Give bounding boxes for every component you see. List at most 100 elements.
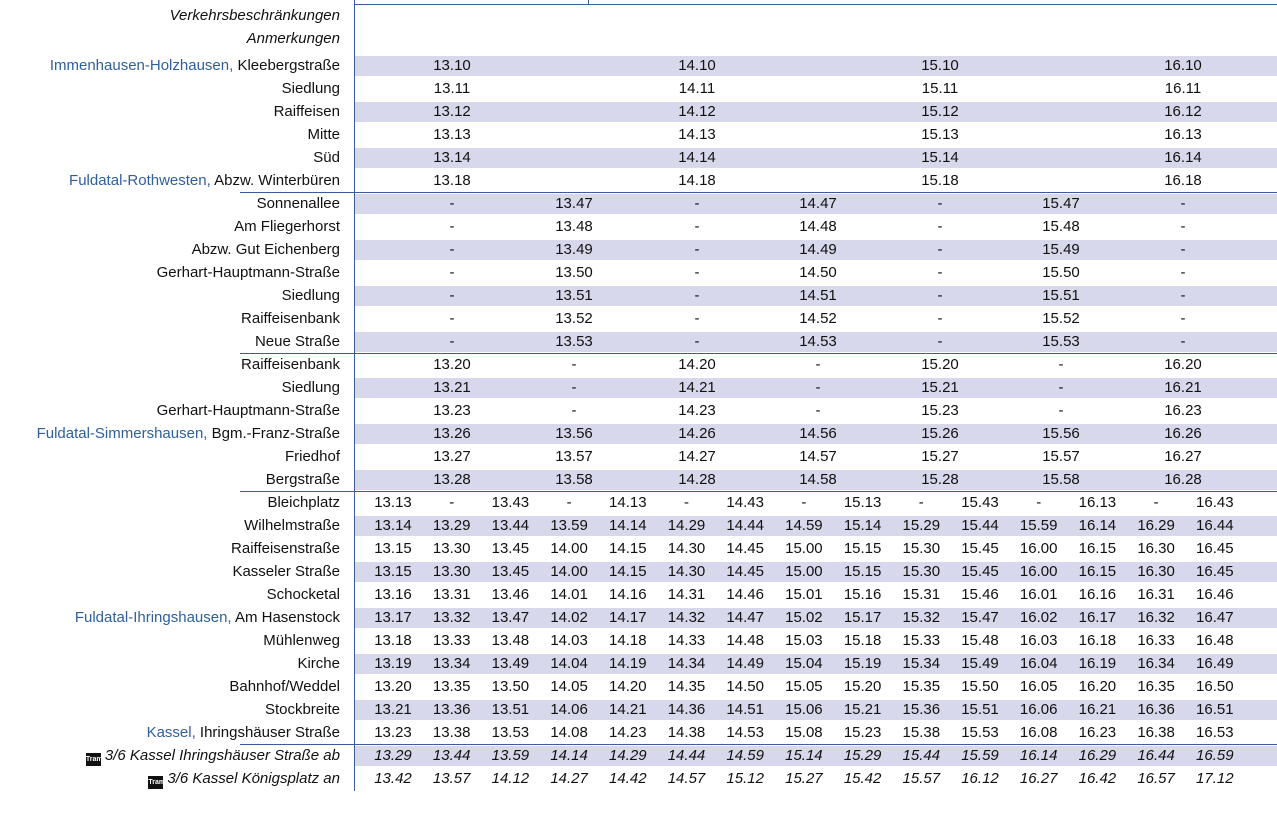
time-cell: - — [918, 494, 924, 511]
time-cell: 15.18 — [843, 632, 882, 649]
time-cell: 13.51 — [555, 287, 593, 304]
time-cell: - — [937, 287, 943, 304]
time-cell: 15.59 — [961, 747, 999, 764]
time-cell: 16.59 — [1196, 747, 1234, 764]
time-cell: 16.18 — [1078, 632, 1117, 649]
stop-name: Raiffeisen — [273, 103, 340, 120]
stop-label: Kirche — [297, 655, 340, 673]
section-rule — [240, 353, 1277, 354]
time-cell: 16.03 — [1019, 632, 1058, 649]
time-cell: 15.42 — [843, 770, 882, 787]
time-cell: 16.36 — [1137, 701, 1175, 718]
time-cell: - — [694, 287, 700, 304]
time-cell: 14.42 — [609, 770, 647, 787]
time-cell: 16.57 — [1137, 770, 1175, 787]
stop-label: Am Fliegerhorst — [234, 218, 340, 236]
stop-name: Kasseler Straße — [232, 563, 340, 580]
time-cell: 15.13 — [843, 494, 882, 511]
time-cell: - — [449, 241, 455, 258]
time-cell: 15.12 — [726, 770, 764, 787]
time-cell: 14.53 — [799, 333, 837, 350]
time-cell: 14.12 — [491, 770, 530, 787]
time-cell: 16.44 — [1196, 517, 1234, 534]
time-cell: 15.21 — [843, 701, 882, 718]
time-cell: 14.49 — [799, 241, 837, 258]
time-cell: - — [937, 333, 943, 350]
stop-label: Fuldatal-Ihringshausen, Am Hasenstock — [75, 609, 340, 627]
time-cell: 15.32 — [902, 609, 941, 626]
stop-label: Schocketal — [267, 586, 340, 604]
table-row: Raiffeisenbank - 13.52 - 14.52 - 15.52 - — [0, 308, 1277, 331]
time-cell: - — [1180, 241, 1186, 258]
stop-label: Mühlenweg — [263, 632, 340, 650]
time-cell: 13.49 — [491, 655, 530, 672]
time-cell: 15.16 — [843, 586, 882, 603]
time-cell: 15.19 — [843, 655, 882, 672]
time-cell: 16.27 — [1019, 770, 1058, 787]
time-cell: 16.38 — [1137, 724, 1175, 741]
stop-name: Bgm.-Franz-Straße — [211, 425, 340, 442]
time-cell: 15.46 — [961, 586, 999, 603]
time-cell: 13.20 — [433, 356, 471, 373]
time-cell: 14.47 — [726, 609, 764, 626]
table-row: Stockbreite 13.21 13.36 13.51 14.06 14.21 14.3… — [0, 699, 1277, 722]
time-cell: 15.35 — [902, 678, 941, 695]
table-row: Immenhausen-Holzhausen, Kleebergstraße 13… — [0, 55, 1277, 78]
time-cell: - — [1036, 494, 1042, 511]
time-cell: 13.29 — [374, 747, 412, 764]
time-cell: - — [1058, 356, 1064, 373]
time-cell: 13.11 — [433, 80, 471, 97]
time-cell: 13.50 — [555, 264, 593, 281]
time-cell: 13.18 — [374, 632, 412, 649]
table-row: Raiffeisenbank 13.20 - 14.20 - 15.20 - 16.20 — [0, 354, 1277, 377]
time-cell: 13.50 — [491, 678, 530, 695]
time-cell: 14.02 — [550, 609, 588, 626]
time-cell: 15.45 — [961, 540, 999, 557]
time-cell: 13.14 — [433, 149, 471, 166]
time-cell: 16.15 — [1078, 563, 1117, 580]
time-cell: 16.30 — [1137, 563, 1175, 580]
table-row: Schocketal 13.16 13.31 13.46 14.01 14.16 14.31… — [0, 584, 1277, 607]
time-cell: 14.45 — [726, 563, 764, 580]
stop-label: Gerhart-Hauptmann-Straße — [157, 264, 340, 282]
time-cell: 16.31 — [1137, 586, 1175, 603]
time-cell: 13.44 — [491, 517, 530, 534]
time-cell: 14.46 — [726, 586, 764, 603]
time-cell: 14.45 — [726, 540, 764, 557]
time-cell: - — [571, 379, 577, 396]
stop-label: Fuldatal-Simmershausen, Bgm.-Franz-Straß… — [37, 425, 340, 443]
time-cell: 16.21 — [1078, 701, 1117, 718]
row-band — [355, 286, 1277, 306]
time-cell: 14.49 — [726, 655, 764, 672]
time-cell: 16.14 — [1078, 517, 1117, 534]
town-name: Immenhausen-Holzhausen, — [49, 57, 238, 74]
stop-name: Schocketal — [266, 586, 340, 603]
time-cell: 14.11 — [678, 80, 716, 97]
time-cell: 16.21 — [1164, 379, 1202, 396]
time-cell: 15.28 — [921, 471, 959, 488]
time-cell: 13.10 — [433, 57, 471, 74]
time-cell: 16.20 — [1164, 356, 1202, 373]
time-cell: 16.10 — [1164, 57, 1202, 74]
stop-label: Siedlung — [282, 80, 340, 98]
table-row: Mitte 13.13 14.13 15.13 16.13 — [0, 124, 1277, 147]
time-cell: - — [1180, 333, 1186, 350]
time-cell: - — [449, 494, 455, 511]
time-cell: 16.19 — [1078, 655, 1117, 672]
stop-name: Bergstraße — [265, 471, 340, 488]
time-cell: 15.47 — [961, 609, 999, 626]
time-cell: 15.00 — [785, 540, 823, 557]
time-cell: - — [571, 356, 577, 373]
time-cell: 13.48 — [555, 218, 593, 235]
time-cell: 13.35 — [432, 678, 471, 695]
time-cell: 14.27 — [550, 770, 588, 787]
stop-name: Raiffeisenstraße — [231, 540, 340, 557]
time-cell: 16.17 — [1078, 609, 1117, 626]
time-cell: 15.15 — [843, 540, 882, 557]
time-cell: 14.15 — [609, 563, 647, 580]
time-cell: 16.27 — [1164, 448, 1202, 465]
time-cell: 15.14 — [921, 149, 959, 166]
time-cell: - — [694, 264, 700, 281]
table-row: Siedlung 13.11 14.11 15.11 16.11 — [0, 78, 1277, 101]
time-cell: 16.45 — [1196, 563, 1234, 580]
